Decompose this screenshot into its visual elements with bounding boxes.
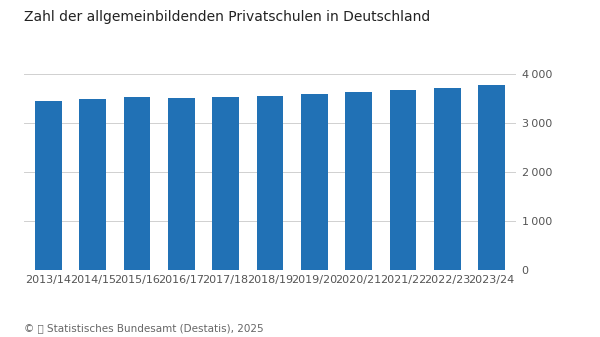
- Bar: [346, 92, 372, 270]
- Bar: [212, 97, 239, 270]
- Bar: [478, 85, 505, 270]
- Bar: [301, 94, 328, 270]
- Bar: [257, 96, 283, 270]
- Bar: [124, 97, 151, 270]
- Text: © 📊 Statistisches Bundesamt (Destatis), 2025: © 📊 Statistisches Bundesamt (Destatis), …: [24, 324, 263, 334]
- Bar: [79, 99, 106, 270]
- Text: Zahl der allgemeinbildenden Privatschulen in Deutschland: Zahl der allgemeinbildenden Privatschule…: [24, 10, 430, 24]
- Bar: [434, 88, 461, 270]
- Bar: [35, 101, 62, 270]
- Bar: [389, 90, 416, 270]
- Bar: [168, 98, 194, 270]
